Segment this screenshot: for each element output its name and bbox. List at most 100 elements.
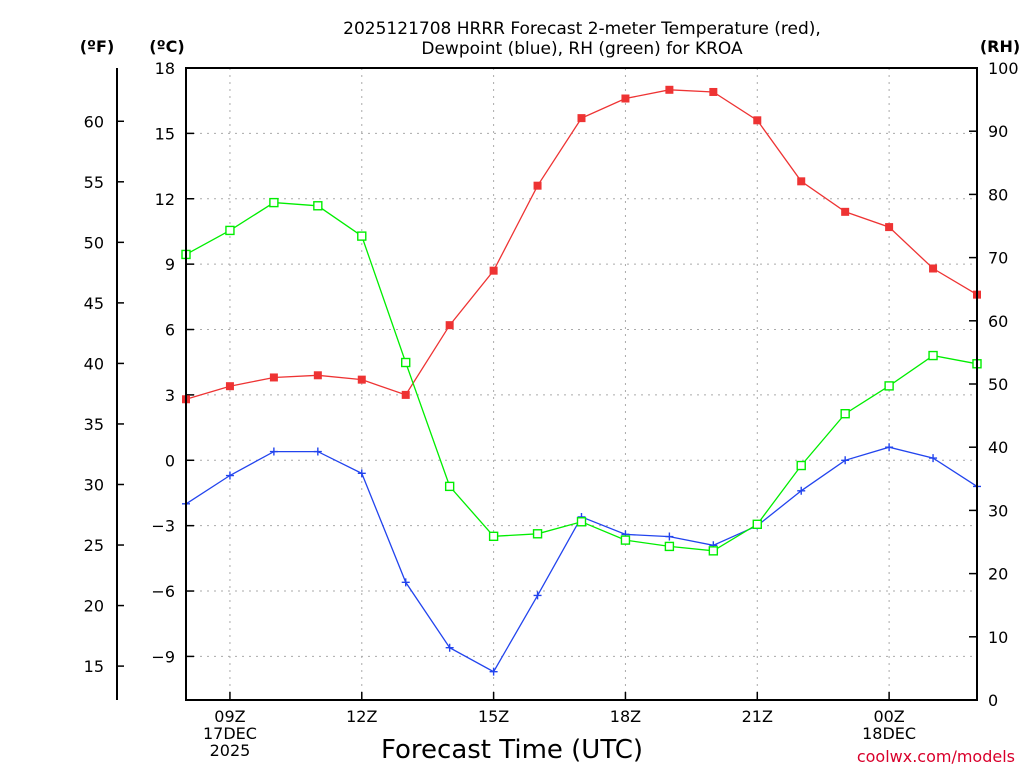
dewpoint-point: [841, 456, 850, 465]
fahrenheit-tick-label: 30: [84, 475, 104, 494]
rh-point: [269, 197, 279, 208]
x-tick-label: 00Z: [873, 707, 904, 726]
temperature-point: [885, 223, 894, 232]
rh-tick-label: 60: [988, 312, 1008, 331]
chart-title-line1: 2025121708 HRRR Forecast 2-meter Tempera…: [343, 19, 821, 39]
rh-point: [313, 201, 323, 211]
data-series: [181, 85, 982, 676]
rh-point: [752, 519, 762, 530]
rh-point: [796, 460, 806, 471]
x-tick-label: 12Z: [346, 707, 377, 726]
x-tick-label: 18Z: [610, 707, 641, 726]
rh-point: [532, 529, 543, 539]
rh-line: [185, 201, 978, 552]
rh-tick-label: 100: [988, 59, 1019, 78]
fahrenheit-tick-label: 45: [84, 294, 104, 313]
fahrenheit-tick-label: 60: [84, 112, 104, 131]
rh-tick-label: 90: [988, 122, 1008, 141]
celsius-tick-label: 3: [165, 386, 175, 405]
temperature-point: [225, 382, 234, 391]
x-axis-title: Forecast Time (UTC): [381, 735, 643, 765]
dewpoint-point: [797, 486, 806, 495]
celsius-tick-label: 15: [155, 124, 175, 143]
dewpoint-point: [885, 443, 894, 452]
celsius-tick-label: 6: [165, 321, 175, 340]
celsius-tick-label: −6: [151, 582, 175, 601]
rh-point: [488, 531, 499, 542]
celsius-tick-label: 12: [155, 190, 175, 209]
rh-tick-label: 10: [988, 628, 1008, 647]
rh-unit-label: (RH): [980, 37, 1020, 56]
rh-point: [357, 231, 367, 241]
dewpoint-point: [665, 532, 674, 541]
temperature-point: [665, 85, 674, 94]
temperature-point: [577, 114, 586, 123]
plot-frame: [185, 67, 978, 701]
fahrenheit-tick-label: 15: [84, 657, 104, 676]
x-tick-label: 17DEC: [203, 724, 257, 743]
temperature-point: [533, 181, 542, 190]
fahrenheit-tick-label: 35: [84, 415, 104, 434]
celsius-tick-label: 9: [165, 255, 175, 274]
dewpoint-point: [401, 578, 410, 587]
rh-point: [225, 225, 235, 236]
celsius-tick-label: 18: [155, 59, 175, 78]
rh-point: [884, 381, 894, 391]
dewpoint-point: [445, 643, 454, 652]
temperature-point: [401, 390, 410, 399]
rh-point: [928, 350, 938, 361]
celsius-unit-label: (ºC): [149, 37, 184, 56]
rh-tick-label: 30: [988, 501, 1008, 520]
rh-tick-label: 70: [988, 249, 1008, 268]
dewpoint-point: [489, 667, 498, 676]
plot-border: [185, 67, 978, 701]
dewpoint-point: [357, 469, 366, 478]
rh-tick-label: 20: [988, 565, 1008, 584]
dewpoint-point: [269, 447, 278, 456]
x-tick-label: 18DEC: [862, 724, 916, 743]
temperature-point: [709, 87, 718, 96]
temperature-point: [357, 375, 366, 384]
celsius-tick-label: 0: [165, 451, 175, 470]
celsius-tick-label: −3: [151, 517, 175, 536]
celsius-tick-label: −9: [151, 647, 175, 666]
fahrenheit-tick-label: 40: [84, 354, 104, 373]
temperature-point: [841, 207, 850, 216]
rh-tick-label: 40: [988, 438, 1008, 457]
temperature-point: [797, 177, 806, 186]
temperature-point: [489, 266, 498, 275]
x-tick-label: 09Z: [214, 707, 245, 726]
rh-point: [401, 357, 411, 368]
rh-point: [840, 409, 850, 419]
rh-tick-label: 0: [988, 691, 998, 710]
dewpoint-point: [225, 471, 234, 480]
temperature-point: [269, 373, 278, 382]
rh-tick-label: 50: [988, 375, 1008, 394]
temperature-point: [929, 264, 938, 273]
dewpoint-point: [929, 454, 938, 463]
axes: 1815129630−3−6−9605550454035302520151009…: [84, 59, 1019, 760]
fahrenheit-tick-label: 20: [84, 597, 104, 616]
rh-tick-label: 80: [988, 185, 1008, 204]
temperature-point: [753, 116, 762, 125]
rh-point: [444, 481, 455, 492]
temperature-line: [185, 89, 978, 400]
chart-title-line2: Dewpoint (blue), RH (green) for KROA: [421, 39, 743, 59]
rh-point: [620, 535, 631, 545]
dewpoint-line: [185, 446, 978, 673]
temperature-point: [445, 321, 454, 330]
temperature-point: [621, 94, 630, 103]
x-tick-label: 21Z: [742, 707, 773, 726]
fahrenheit-tick-label: 50: [84, 233, 104, 252]
fahrenheit-unit-label: (ºF): [80, 37, 115, 56]
grid-lines: [186, 68, 977, 700]
fahrenheit-tick-label: 25: [84, 536, 104, 555]
dewpoint-point: [533, 591, 542, 600]
rh-point: [664, 541, 675, 552]
credit-link[interactable]: coolwx.com/models: [857, 747, 1015, 766]
rh-point: [708, 546, 719, 556]
rh-point: [576, 517, 587, 527]
dewpoint-point: [313, 447, 322, 456]
temperature-point: [313, 371, 322, 380]
